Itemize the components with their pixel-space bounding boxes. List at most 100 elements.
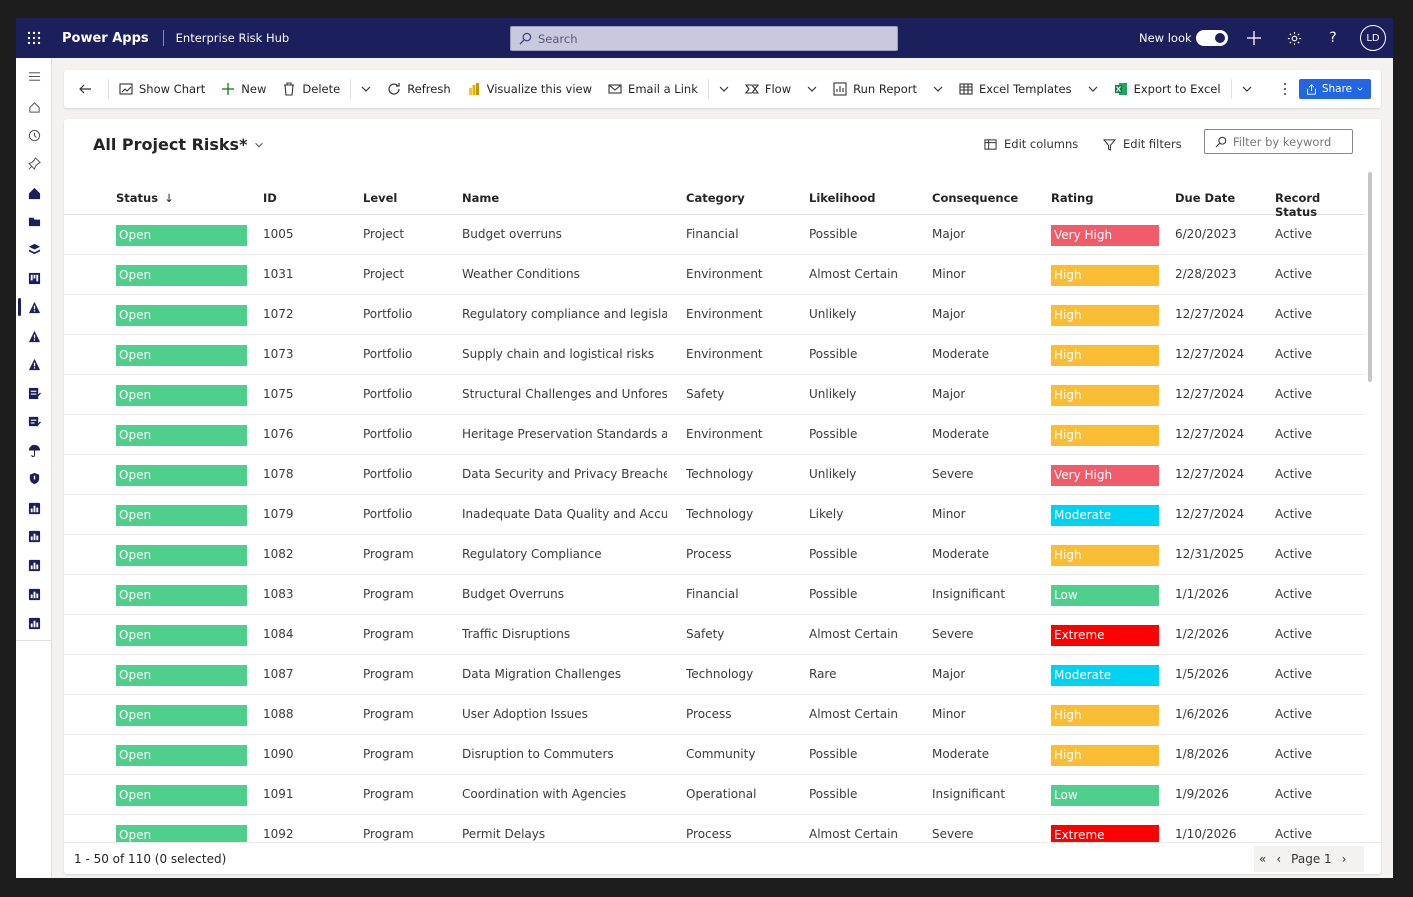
table-row[interactable]: Open 1076 Portfolio Heritage Preservation S… <box>64 415 1365 455</box>
column-header-category[interactable]: Category <box>686 191 745 205</box>
cell-name[interactable]: Weather Conditions <box>462 267 580 281</box>
environment-name[interactable]: Enterprise Risk Hub <box>175 31 290 45</box>
cell-name[interactable]: User Adoption Issues <box>462 707 588 721</box>
report-chart-icon[interactable] <box>27 616 41 630</box>
column-header-record-status[interactable]: Record Status <box>1275 191 1321 219</box>
app-name[interactable]: Power Apps <box>62 30 149 46</box>
vertical-scrollbar[interactable] <box>1368 172 1372 382</box>
folder-icon[interactable] <box>27 214 41 228</box>
pin-icon[interactable] <box>27 156 41 170</box>
cell-name[interactable]: Budget overruns <box>462 227 562 241</box>
search-input[interactable]: Search <box>510 26 898 51</box>
table-row[interactable]: Open 1073 Portfolio Supply chain and logist… <box>64 335 1365 375</box>
cell-name[interactable]: Data Security and Privacy Breaches <box>462 467 667 481</box>
umbrella-icon[interactable] <box>27 443 41 457</box>
export-excel-button[interactable]: Export to Excel <box>1106 70 1229 108</box>
email-link-button[interactable]: Email a Link <box>600 70 706 108</box>
edit-doc-icon[interactable] <box>27 414 41 428</box>
table-row[interactable]: Open 1078 Portfolio Data Security and Priva… <box>64 455 1365 495</box>
table-row[interactable]: Open 1090 Program Disruption to Commuters Co… <box>64 735 1365 775</box>
app-launcher-icon[interactable] <box>16 18 52 58</box>
column-header-rating[interactable]: Rating <box>1051 191 1094 205</box>
cell-name[interactable]: Inadequate Data Quality and Accura... <box>462 507 667 521</box>
board-icon[interactable] <box>27 271 41 285</box>
layers-icon[interactable] <box>27 242 41 256</box>
edit-columns-button[interactable]: Edit columns <box>984 137 1078 151</box>
avatar[interactable]: LD <box>1360 25 1386 51</box>
excel-templates-button[interactable]: Excel Templates <box>951 70 1080 108</box>
recent-icon[interactable] <box>27 128 41 142</box>
cell-name[interactable]: Budget Overruns <box>462 587 565 601</box>
table-row[interactable]: Open 1031 Project Weather Conditions Environ… <box>64 255 1365 295</box>
cell-name[interactable]: Traffic Disruptions <box>462 627 571 641</box>
plus-icon[interactable] <box>1244 28 1264 48</box>
cell-name[interactable]: Structural Challenges and Unforese... <box>462 387 667 401</box>
show-chart-button[interactable]: Show Chart <box>111 70 213 108</box>
previous-page-icon[interactable]: ‹ <box>1276 852 1282 866</box>
new-button[interactable]: New <box>213 70 274 108</box>
alert-warning-icon[interactable] <box>27 357 41 371</box>
keyword-filter-input[interactable]: Filter by keyword <box>1204 129 1353 154</box>
report-chart-icon[interactable] <box>27 501 41 515</box>
column-header-consequence[interactable]: Consequence <box>932 191 1019 205</box>
table-row[interactable]: Open 1005 Project Budget overruns Financial P… <box>64 215 1365 255</box>
rating-badge: Extreme <box>1051 825 1159 846</box>
column-header-name[interactable]: Name <box>462 191 500 205</box>
column-header-due-date[interactable]: Due Date <box>1175 191 1236 205</box>
issue-warning-icon[interactable] <box>27 329 41 343</box>
task-list-icon[interactable] <box>27 386 41 400</box>
cell-name[interactable]: Heritage Preservation Standards an... <box>462 427 667 441</box>
refresh-button[interactable]: Refresh <box>379 70 458 108</box>
cell-name[interactable]: Disruption to Commuters <box>462 747 614 761</box>
flow-dropdown[interactable] <box>799 70 825 108</box>
visualize-view-button[interactable]: Visualize this view <box>459 70 600 108</box>
email-dropdown[interactable] <box>711 70 737 108</box>
cell-name[interactable]: Permit Delays <box>462 827 546 841</box>
hamburger-icon[interactable] <box>27 69 41 83</box>
rating-badge: Very High <box>1051 225 1159 246</box>
view-selector[interactable]: All Project Risks* <box>93 135 265 154</box>
edit-filters-button[interactable]: Edit filters <box>1103 137 1182 151</box>
rating-badge: Moderate <box>1051 505 1159 526</box>
excel-templates-dropdown[interactable] <box>1080 70 1106 108</box>
flow-button[interactable]: Flow <box>737 70 799 108</box>
more-options-button[interactable] <box>1260 70 1300 108</box>
more-commands-dropdown[interactable] <box>353 70 379 108</box>
run-report-button[interactable]: Run Report <box>825 70 925 108</box>
back-button[interactable] <box>64 70 106 108</box>
share-button[interactable]: Share <box>1299 79 1371 99</box>
cell-name[interactable]: Supply chain and logistical risks <box>462 347 655 361</box>
dashboard-home-icon[interactable] <box>27 186 41 200</box>
table-row[interactable]: Open 1087 Program Data Migration Challenges… <box>64 655 1365 695</box>
table-row[interactable]: Open 1088 Program User Adoption Issues Proce… <box>64 695 1365 735</box>
table-row[interactable]: Open 1091 Program Coordination with Agencie… <box>64 775 1365 815</box>
delete-button[interactable]: Delete <box>274 70 348 108</box>
export-dropdown[interactable] <box>1234 70 1260 108</box>
next-page-icon[interactable]: › <box>1341 852 1347 866</box>
column-header-status[interactable]: Status ↓ <box>116 191 174 205</box>
gear-icon[interactable] <box>1284 28 1304 48</box>
cell-name[interactable]: Regulatory Compliance <box>462 547 602 561</box>
cell-name[interactable]: Regulatory compliance and legislati... <box>462 307 667 321</box>
table-row[interactable]: Open 1072 Portfolio Regulatory compliance a… <box>64 295 1365 335</box>
shield-icon[interactable] <box>27 471 41 485</box>
help-icon[interactable]: ? <box>1329 30 1337 46</box>
table-row[interactable]: Open 1075 Portfolio Structural Challenges a… <box>64 375 1365 415</box>
new-look-toggle[interactable] <box>1196 30 1228 46</box>
column-header-id[interactable]: ID <box>263 191 277 205</box>
run-report-dropdown[interactable] <box>925 70 951 108</box>
table-row[interactable]: Open 1083 Program Budget Overruns Financial P… <box>64 575 1365 615</box>
column-header-level[interactable]: Level <box>363 191 398 205</box>
table-row[interactable]: Open 1084 Program Traffic Disruptions Safety… <box>64 615 1365 655</box>
report-chart-icon[interactable] <box>27 529 41 543</box>
cell-name[interactable]: Coordination with Agencies <box>462 787 627 801</box>
column-header-likelihood[interactable]: Likelihood <box>809 191 876 205</box>
home-icon[interactable] <box>27 100 41 114</box>
report-chart-icon[interactable] <box>27 558 41 572</box>
cell-name[interactable]: Data Migration Challenges <box>462 667 622 681</box>
risk-warning-icon[interactable] <box>27 300 41 314</box>
report-chart-icon[interactable] <box>27 587 41 601</box>
table-row[interactable]: Open 1079 Portfolio Inadequate Data Quality… <box>64 495 1365 535</box>
first-page-icon[interactable]: « <box>1259 852 1267 866</box>
table-row[interactable]: Open 1082 Program Regulatory Compliance Proc… <box>64 535 1365 575</box>
